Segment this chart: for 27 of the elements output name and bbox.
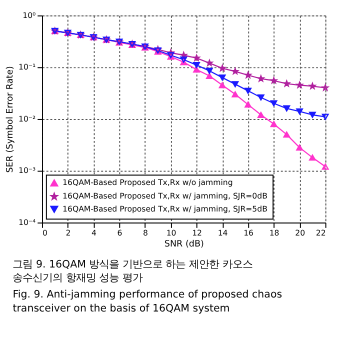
y-tick-label: 10⁻¹: [18, 62, 36, 72]
x-tick-label: 20: [295, 228, 306, 238]
y-tick-label: 10⁻²: [18, 114, 36, 124]
x-tick-label: 14: [218, 228, 228, 238]
x-tick-label: 12: [192, 228, 202, 238]
x-axis-title: SNR (dB): [164, 239, 204, 250]
point: [322, 164, 329, 170]
x-tick-label: 2: [66, 228, 71, 238]
x-tick-label: 10: [166, 228, 176, 238]
x-tick-label: 8: [143, 228, 148, 238]
y-axis-title: SER (Symbol Error Rate): [6, 66, 16, 173]
y-tick-label: 10⁻³: [18, 166, 36, 176]
point: [322, 84, 329, 91]
caption: 그림 9. 16QAM 방식을 기반으로 하는 제안한 카오스 송수신기의 항재밍 성능 평가: [12, 258, 252, 284]
x-tick-label: 0: [42, 228, 48, 238]
y-tick-label: 10⁻⁴: [18, 218, 36, 227]
caption: Fig. 9. Anti-jamming performance of proposed chaos transceiver on the basis of 16QAM system: [12, 288, 282, 314]
y-tick-label: 10⁰: [22, 10, 36, 20]
x-tick-label: 6: [117, 228, 122, 238]
legend-label: 16QAM-Based Proposed Tx,Rx w/ jamming, SJR=5dB: [62, 204, 268, 214]
legend-label: 16QAM-Based Proposed Tx,Rx w/ jamming, SJR=0dB: [62, 192, 268, 201]
x-tick-label: 16: [244, 228, 254, 238]
legend-label: 16QAM-Based Proposed Tx,Rx w/o jamming: [62, 178, 233, 187]
point: [322, 114, 329, 120]
x-tick-label: 22: [316, 228, 326, 238]
x-tick-label: 18: [269, 228, 280, 238]
x-tick-label: 4: [92, 228, 97, 238]
